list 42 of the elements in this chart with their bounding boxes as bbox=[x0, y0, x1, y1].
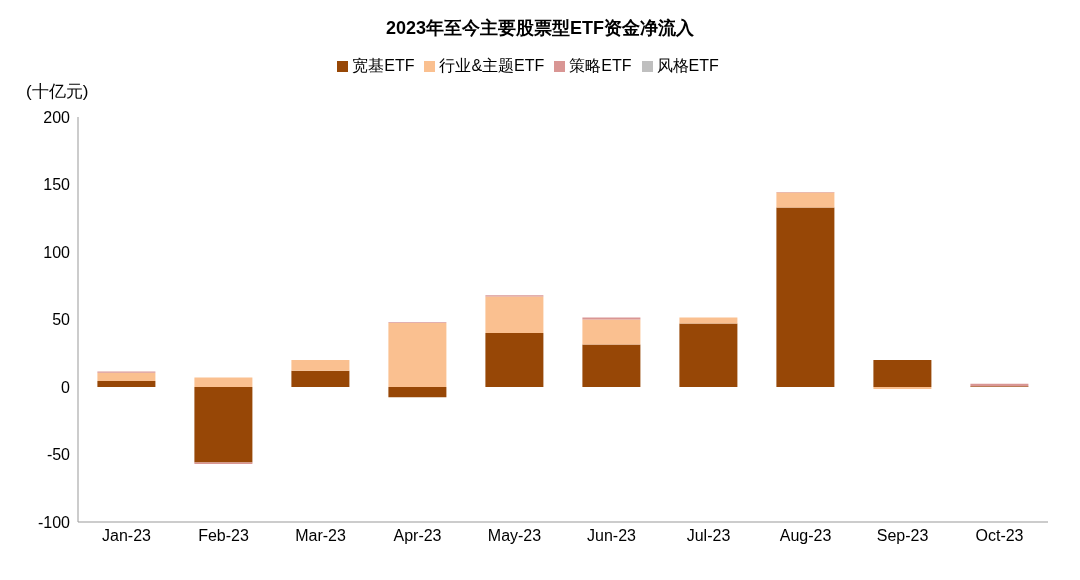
bar bbox=[776, 192, 835, 208]
legend-label: 宽基ETF bbox=[352, 57, 415, 74]
x-tick-label: Sep-23 bbox=[876, 527, 929, 545]
y-tick-label: -50 bbox=[46, 446, 71, 464]
bar bbox=[582, 317, 641, 320]
bar bbox=[776, 207, 835, 387]
legend-label: 策略ETF bbox=[569, 57, 632, 74]
bar bbox=[485, 296, 544, 333]
bar bbox=[291, 360, 350, 371]
bar bbox=[194, 387, 253, 463]
bar bbox=[485, 333, 544, 387]
x-tick-label: Mar-23 bbox=[295, 527, 346, 545]
x-tick-label: Aug-23 bbox=[779, 527, 832, 545]
bar bbox=[679, 317, 738, 324]
x-tick-label: Oct-23 bbox=[975, 527, 1024, 545]
bar bbox=[388, 387, 447, 398]
bar bbox=[873, 387, 932, 390]
bar bbox=[97, 372, 156, 381]
x-tick-label: Jul-23 bbox=[686, 527, 731, 545]
y-tick-label: 100 bbox=[43, 243, 71, 261]
y-tick-label: 150 bbox=[43, 176, 71, 194]
bar bbox=[97, 380, 156, 387]
bar bbox=[194, 377, 253, 387]
y-tick-label: 0 bbox=[61, 378, 71, 396]
y-tick-label: 50 bbox=[52, 311, 71, 329]
bar bbox=[291, 370, 350, 387]
bar bbox=[679, 323, 738, 387]
legend-label: 风格ETF bbox=[656, 57, 719, 74]
bar bbox=[388, 322, 447, 387]
chart-title: 2023年至今主要股票型ETF资金净流入 bbox=[384, 17, 695, 40]
legend-label: 行业&主题ETF bbox=[439, 57, 545, 74]
bar bbox=[582, 319, 641, 345]
bar bbox=[873, 360, 932, 387]
y-tick-label: -100 bbox=[37, 513, 71, 531]
y-axis-title: (十亿元) bbox=[26, 81, 89, 103]
x-tick-label: Jun-23 bbox=[587, 527, 637, 545]
x-tick-label: Jan-23 bbox=[102, 527, 152, 545]
x-tick-label: Feb-23 bbox=[198, 527, 249, 545]
y-tick-label: 200 bbox=[43, 108, 71, 126]
x-tick-label: Apr-23 bbox=[393, 527, 442, 545]
x-tick-label: May-23 bbox=[487, 527, 542, 545]
bar bbox=[582, 344, 641, 387]
